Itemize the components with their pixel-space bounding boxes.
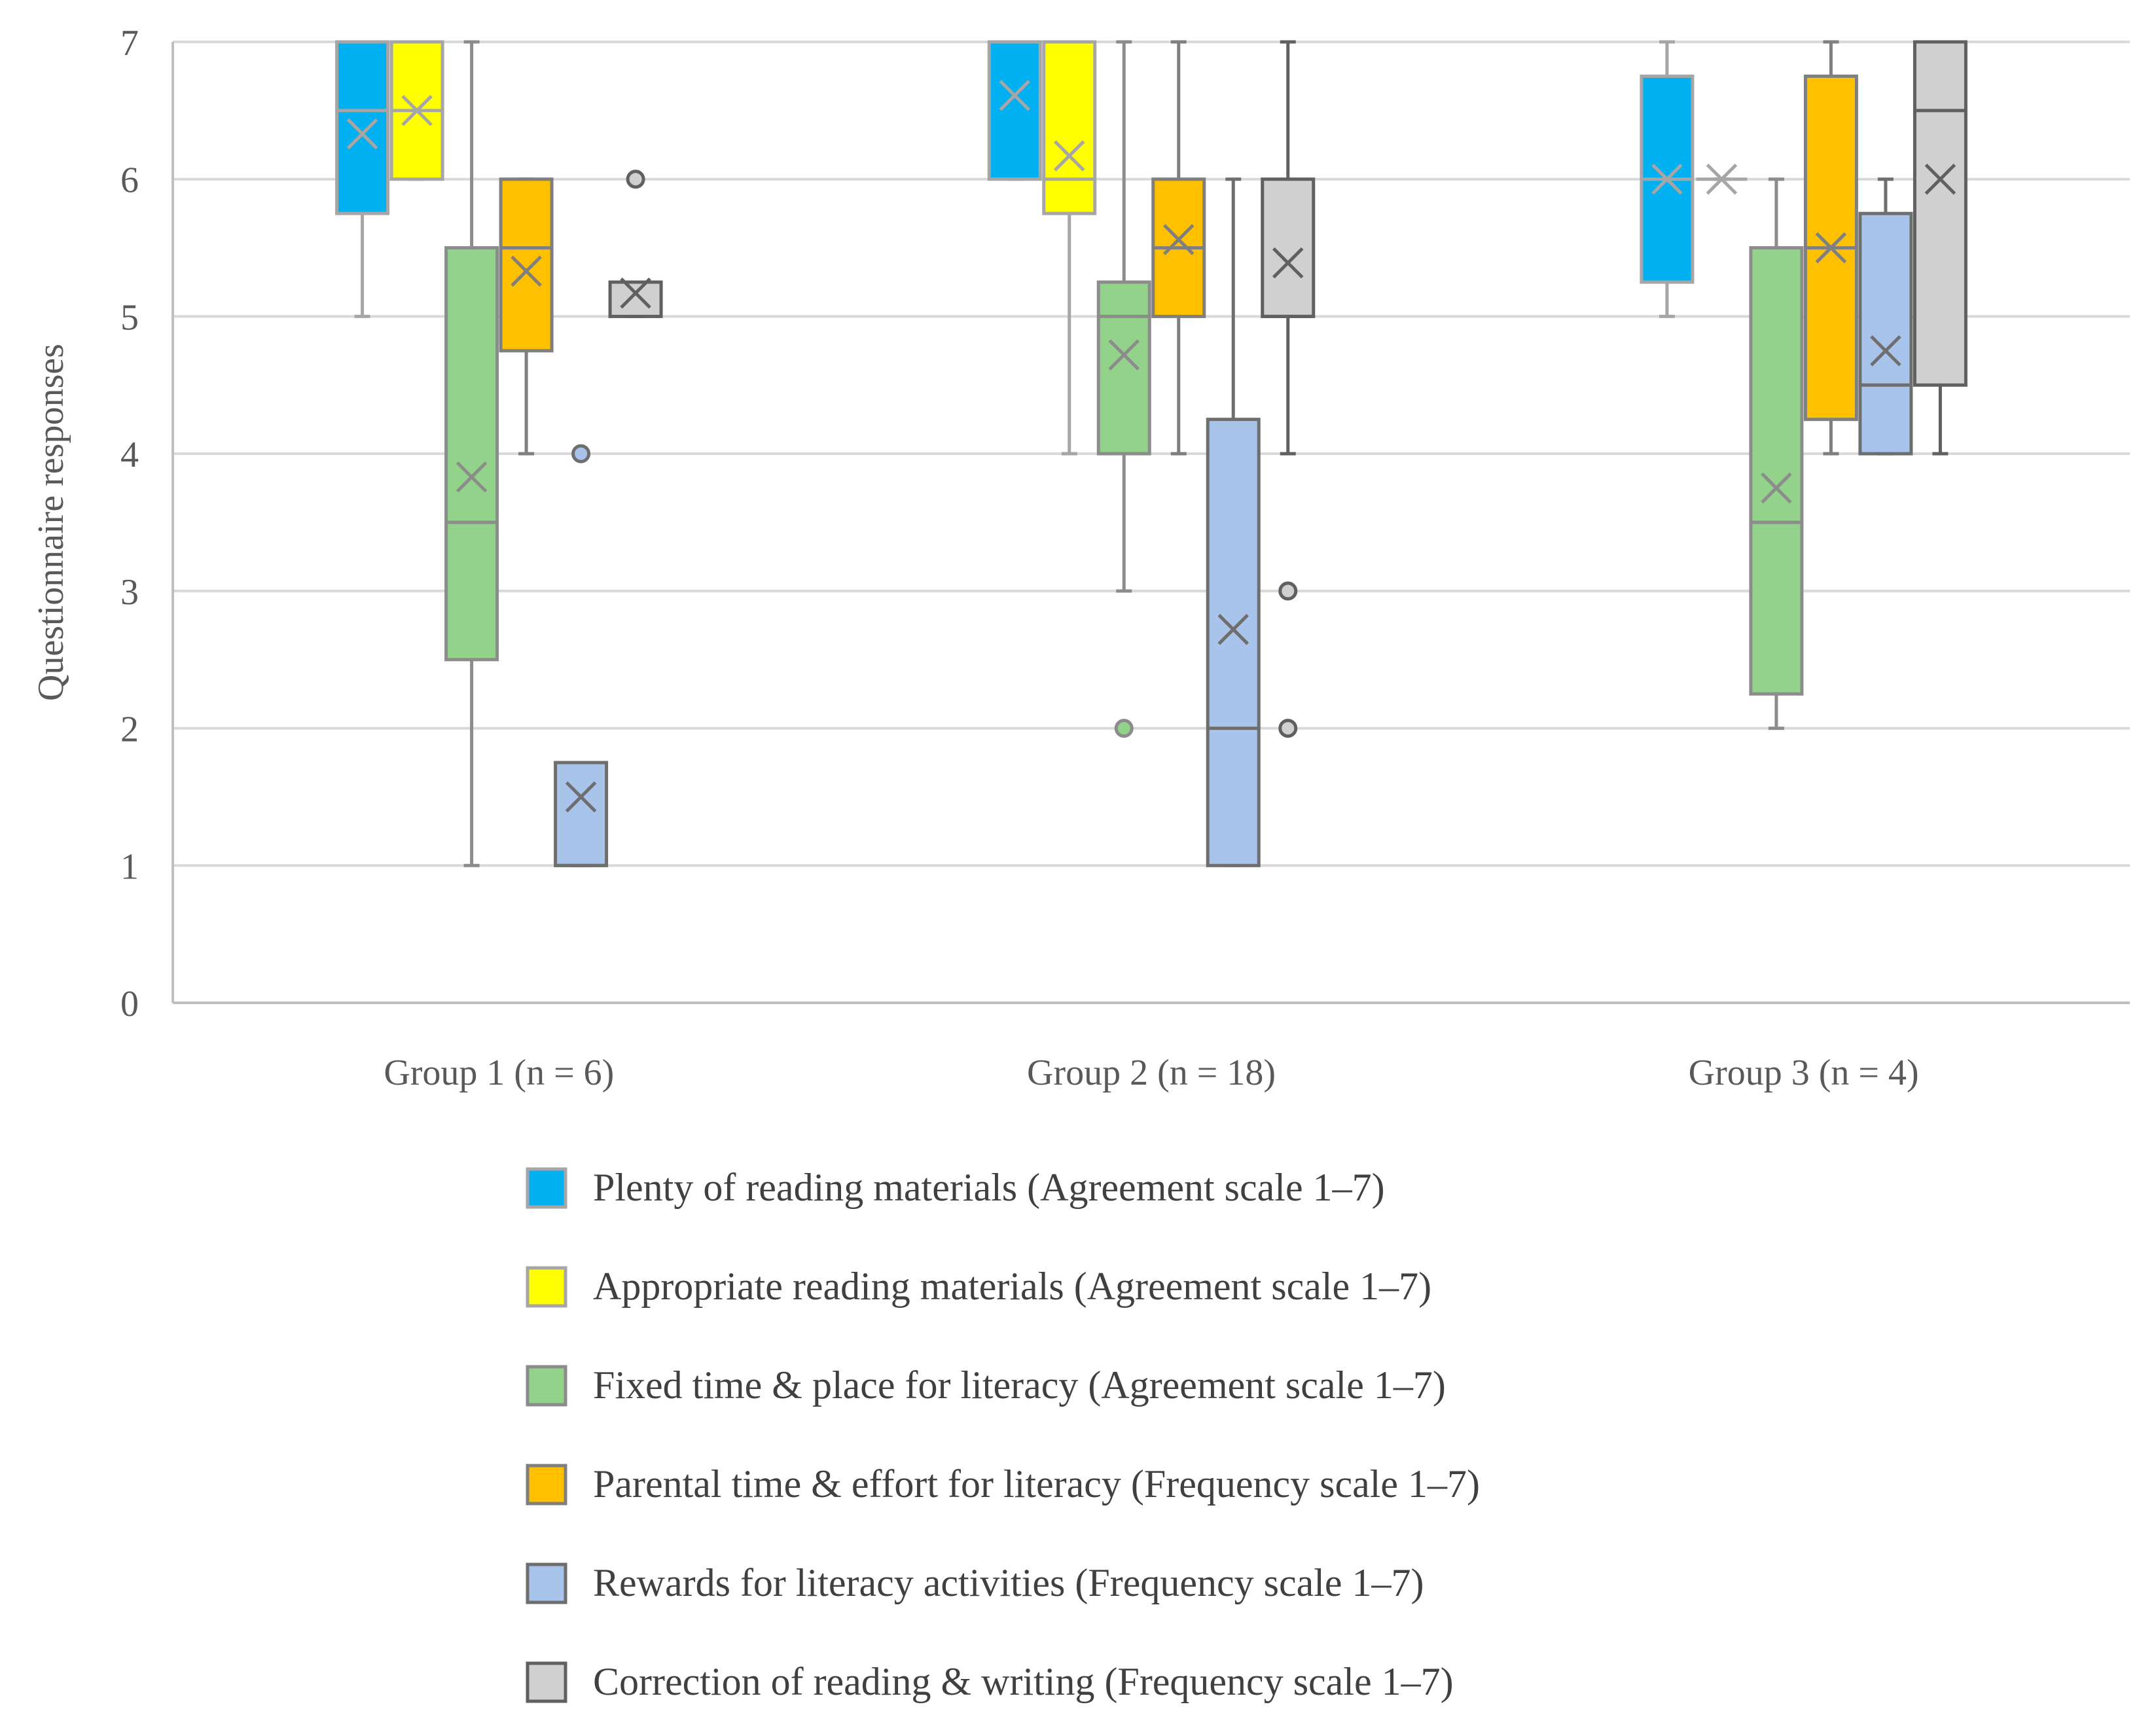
box-s5-g1 [554, 444, 609, 867]
outlier-point-1 [626, 170, 645, 189]
box-iqr [987, 40, 1042, 181]
mean-marker-b [1815, 232, 1847, 264]
series-5 [554, 177, 1913, 867]
outlier-point-1 [571, 444, 591, 463]
legend-label: Rewards for literacy activities (Frequen… [593, 1561, 1424, 1604]
legend-item-6: Correction of reading & writing (Frequen… [526, 1660, 1454, 1703]
x-category-label-3: Group 3 (n = 4) [1689, 1053, 1919, 1093]
mean-marker-b [999, 80, 1031, 111]
box-s3-g3 [1749, 177, 1804, 731]
mean-marker-b [620, 278, 651, 309]
box-iqr [1042, 40, 1097, 215]
box-series [335, 40, 1967, 867]
outlier-point-1 [1278, 581, 1298, 601]
box-s6-g1 [608, 170, 663, 318]
mean-marker-b [1706, 163, 1738, 195]
legend-label: Plenty of reading materials (Agreement s… [593, 1166, 1385, 1209]
box-iqr [1261, 177, 1316, 318]
legend-item-4: Parental time & effort for literacy (Fre… [526, 1462, 1480, 1506]
box-s1-g2 [987, 40, 1042, 181]
legend-label: Correction of reading & writing (Frequen… [593, 1660, 1454, 1703]
box-s1-g3 [1640, 40, 1695, 318]
box-iqr [1913, 40, 1967, 387]
gridlines [173, 41, 2130, 867]
series-4 [499, 40, 1858, 456]
outlier-point-1 [1114, 719, 1134, 738]
box-s4-g1 [499, 177, 554, 456]
box-s4-g3 [1803, 40, 1858, 456]
box-s6-g2 [1261, 40, 1316, 738]
y-tick-label-2: 2 [120, 710, 139, 750]
mean-marker-b [401, 95, 433, 126]
legend-label: Fixed time & place for literacy (Agreeme… [593, 1363, 1446, 1407]
mean-marker-b [456, 461, 488, 493]
y-axis-title: Questionnaire responses [31, 344, 71, 701]
legend-swatch [526, 1365, 567, 1407]
box-s6-g3 [1913, 40, 1967, 456]
y-tick-label-7: 7 [120, 23, 139, 63]
mean-marker-b [565, 781, 597, 813]
mean-marker-b [1053, 140, 1085, 171]
y-tick-label-0: 0 [120, 984, 139, 1024]
mean-marker-b [1651, 163, 1683, 195]
mean-marker-b [1870, 335, 1901, 367]
mean-marker-b [1217, 613, 1249, 645]
outlier-point-2 [1278, 719, 1298, 738]
legend-swatch [526, 1464, 567, 1506]
legend-item-5: Rewards for literacy activities (Frequen… [526, 1561, 1424, 1604]
mean-marker-b [511, 255, 542, 287]
legend-label: Appropriate reading materials (Agreement… [593, 1265, 1431, 1308]
y-tick-label-3: 3 [120, 572, 139, 613]
box-iqr [1749, 246, 1804, 696]
legend-label: Parental time & effort for literacy (Fre… [593, 1462, 1480, 1506]
y-tick-label-5: 5 [120, 297, 139, 338]
box-s5-g2 [1206, 177, 1261, 867]
axis-labels: 0 1 2 3 4 5 6 7 Questionnaire responses Group 1 (… [31, 23, 1919, 1093]
box-iqr [1096, 280, 1151, 456]
y-tick-label-1: 1 [120, 846, 139, 887]
legend-item-1: Plenty of reading materials (Agreement s… [526, 1166, 1385, 1209]
legend-item-3: Fixed time & place for literacy (Agreeme… [526, 1363, 1446, 1407]
legend-swatch [526, 1266, 567, 1308]
legend-swatch [526, 1562, 567, 1604]
mean-marker-b [1162, 224, 1195, 255]
box-iqr [444, 246, 499, 662]
legend-swatch [526, 1661, 567, 1703]
y-tick-label-6: 6 [120, 160, 139, 201]
legend-swatch [526, 1167, 567, 1209]
mean-marker-b [1272, 247, 1304, 279]
box-s2-g1 [389, 40, 444, 181]
box-s2-g2 [1042, 40, 1097, 456]
box-s3-g1 [444, 40, 499, 867]
series-6 [608, 40, 1967, 738]
box-iqr [499, 177, 554, 353]
box-s3-g2 [1096, 40, 1151, 738]
legend-item-2: Appropriate reading materials (Agreement… [526, 1265, 1431, 1308]
series-2 [389, 40, 1748, 456]
box-iqr [608, 280, 663, 318]
box-iqr [335, 40, 390, 215]
box-s4-g2 [1151, 40, 1206, 456]
mean-marker-b [1924, 163, 1956, 195]
mean-marker-b [1761, 472, 1792, 504]
y-tick-label-4: 4 [120, 435, 139, 475]
box-iqr [1206, 418, 1261, 867]
series-3 [444, 40, 1804, 867]
x-category-label-1: Group 1 (n = 6) [384, 1053, 614, 1093]
box-iqr [1858, 211, 1913, 456]
box-s2-g3 [1696, 163, 1748, 195]
x-category-label-2: Group 2 (n = 18) [1027, 1053, 1276, 1093]
box-s1-g1 [335, 40, 390, 318]
legend: Plenty of reading materials (Agreement s… [526, 1166, 1480, 1703]
mean-marker-b [1108, 339, 1140, 370]
mean-marker-b [346, 118, 378, 150]
axes [171, 42, 2130, 1004]
box-iqr [554, 761, 609, 867]
box-s5-g3 [1858, 177, 1913, 456]
series-1 [335, 40, 1695, 318]
